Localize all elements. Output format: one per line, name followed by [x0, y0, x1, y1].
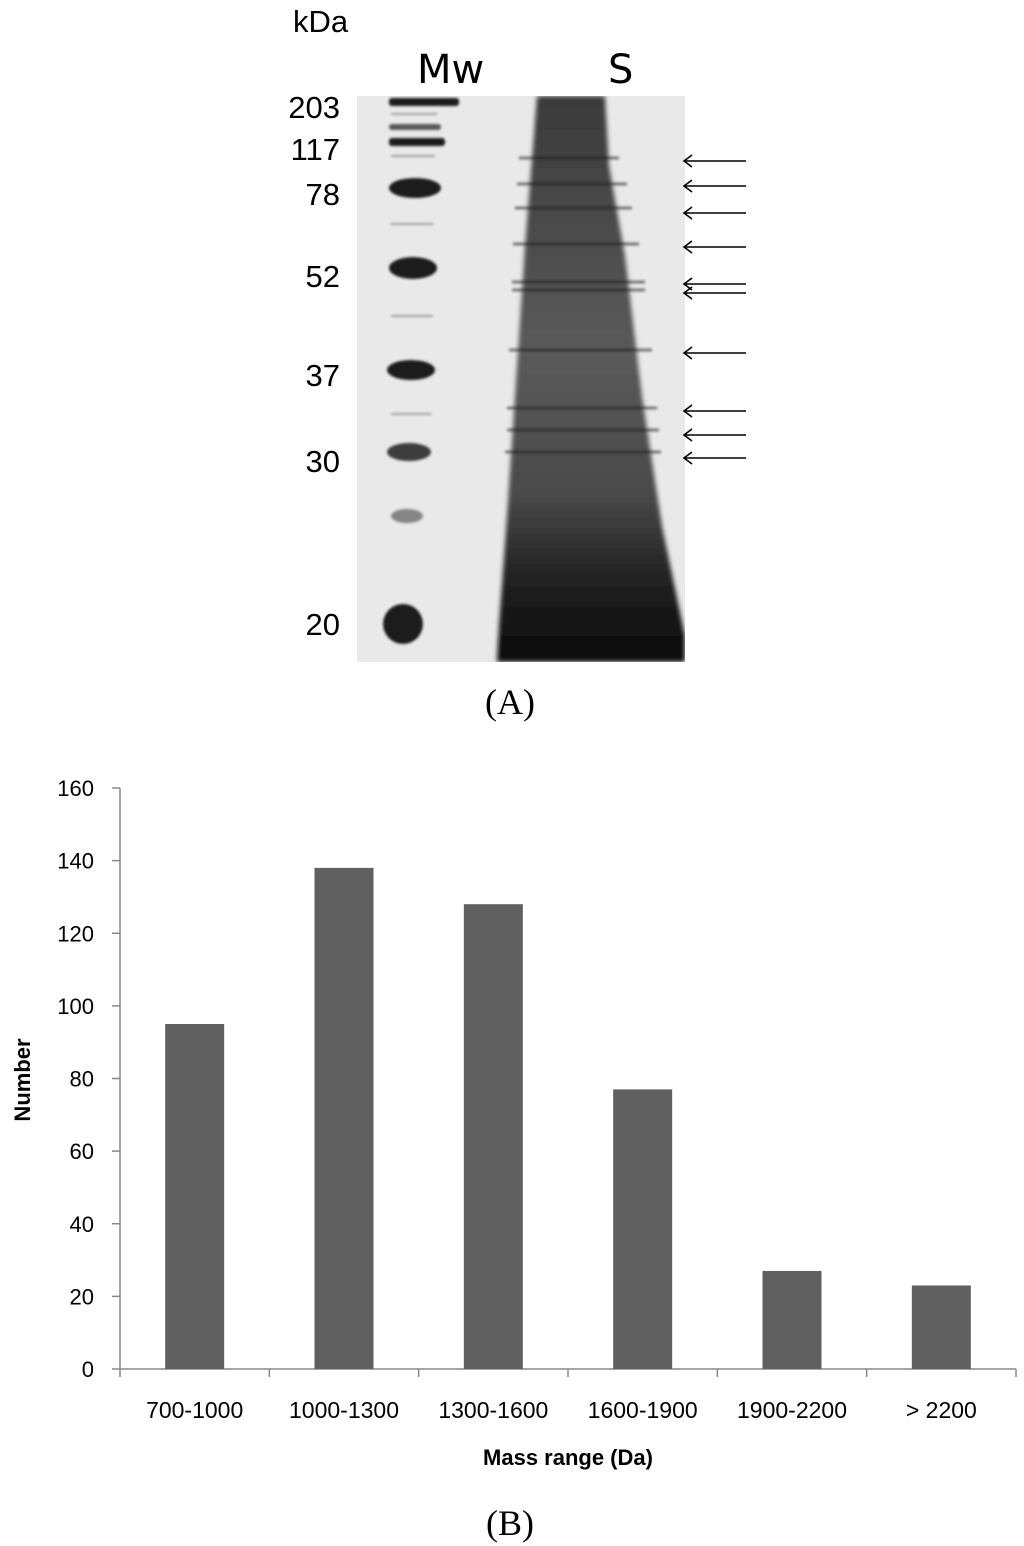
band-arrow: [682, 179, 746, 193]
x-axis-label: Mass range (Da): [483, 1445, 653, 1470]
bar-1300-1600: [463, 904, 523, 1369]
x-tick-label: 1300-1600: [438, 1397, 548, 1423]
y-tick-label: 0: [82, 1357, 94, 1382]
y-tick-label: 120: [57, 921, 94, 946]
y-tick-label: 100: [57, 994, 94, 1019]
bar-chart: 0 20 40 60 80 100 120 140 160 700-1000 1000-1300 1…: [10, 776, 1017, 1470]
ladder-label-37: 37: [305, 358, 340, 393]
x-tick-label: > 2200: [906, 1397, 977, 1423]
x-axis: 700-1000 1000-1300 1300-1600 1600-1900 1900-…: [119, 1368, 1017, 1423]
ladder-label-203: 203: [288, 90, 340, 125]
band-arrow: [682, 346, 746, 360]
y-tick-label: 80: [70, 1067, 94, 1092]
band-arrow: [682, 404, 746, 418]
ladder-label-52: 52: [305, 259, 340, 294]
x-tick-label: 700-1000: [146, 1397, 243, 1423]
bar--2200: [911, 1285, 971, 1369]
x-tick-label: 1600-1900: [588, 1397, 698, 1423]
bar-1000-1300: [314, 867, 374, 1369]
y-axis-label: Number: [10, 1038, 35, 1122]
band-arrow: [682, 451, 746, 465]
gel-unit-label: kDa: [293, 4, 349, 39]
lane-label-mw: Mw: [417, 47, 485, 93]
y-tick-label: 20: [70, 1284, 94, 1309]
y-tick-label: 40: [70, 1212, 94, 1237]
band-arrow: [682, 206, 746, 220]
y-tick-label: 140: [57, 849, 94, 874]
y-axis: 0 20 40 60 80 100 120 140 160: [57, 776, 121, 1382]
band-arrow: [682, 277, 746, 291]
band-arrow: [682, 154, 746, 168]
band-arrows: [682, 154, 746, 465]
ladder-label-78: 78: [305, 177, 340, 212]
bar-700-1000: [165, 1024, 225, 1369]
ladder-label-20: 20: [305, 607, 340, 642]
y-tick-label: 160: [57, 776, 94, 801]
ladder-label-30: 30: [305, 444, 340, 479]
lane-label-s: S: [608, 47, 634, 93]
gel-image: [357, 96, 685, 662]
band-arrow: [682, 240, 746, 254]
ladder-label-117: 117: [290, 132, 340, 167]
x-tick-label: 1000-1300: [289, 1397, 399, 1423]
bar-1600-1900: [613, 1089, 673, 1369]
bars: [165, 867, 971, 1369]
panel-a-label: (A): [485, 682, 535, 722]
bar-1900-2200: [762, 1270, 822, 1369]
y-tick-label: 60: [70, 1139, 94, 1164]
band-arrow: [682, 286, 746, 300]
band-arrow: [682, 428, 746, 442]
x-tick-label: 1900-2200: [737, 1397, 847, 1423]
panel-b-label: (B): [486, 1503, 534, 1543]
